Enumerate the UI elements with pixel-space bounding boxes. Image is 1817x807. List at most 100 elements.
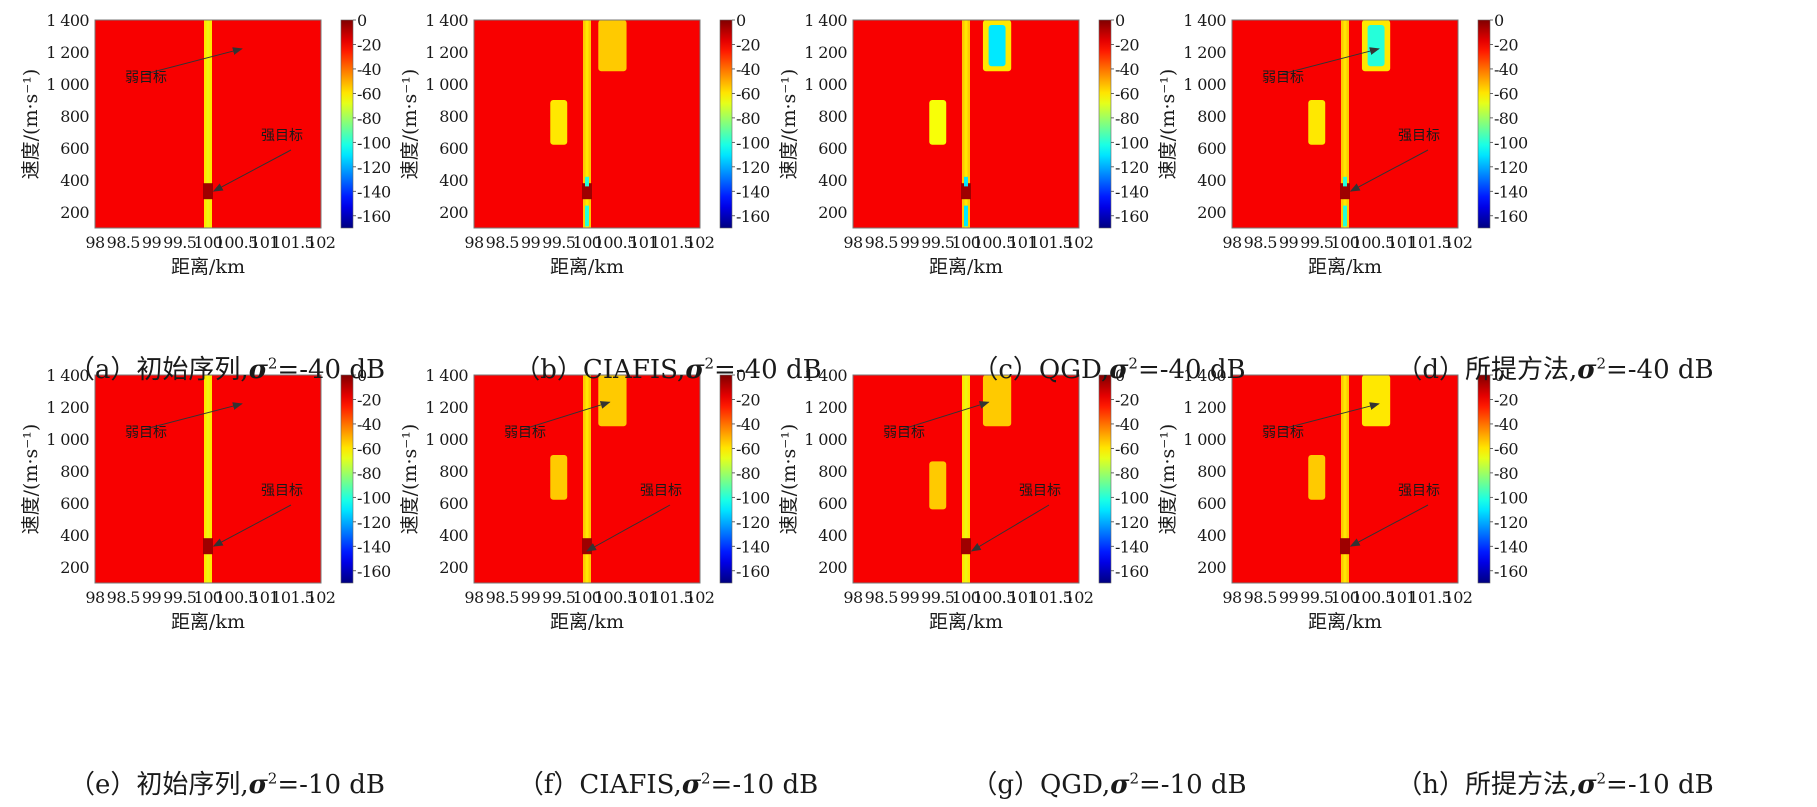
x-tick-label: 98.5 — [865, 233, 898, 252]
x-tick-label: 98.5 — [107, 588, 140, 607]
caption-h-suffix: =-10 dB — [1606, 770, 1714, 800]
x-tick-label: 102 — [1065, 588, 1094, 607]
y-axis-label: 速度/(m·s⁻¹) — [1157, 424, 1179, 535]
caption-b-sup: 2 — [704, 354, 715, 373]
caption-f-prefix: （f）CIAFIS, — [517, 770, 682, 800]
colorbar-tick-label: -20 — [1494, 390, 1518, 409]
x-tick-label: 100 — [573, 233, 602, 252]
x-tick-label: 100.5 — [594, 588, 637, 607]
colorbar-tick-label: -20 — [1115, 35, 1139, 54]
weak-target-label: 弱目标 — [125, 425, 167, 441]
strong-target-label: 强目标 — [1019, 483, 1061, 499]
y-tick-label: 1 400 — [804, 11, 847, 30]
weak-target-arrow — [1281, 402, 1380, 430]
clutter-ridge-notch — [203, 538, 213, 555]
caption-h-sigma: σ — [1577, 770, 1597, 800]
colorbar-tick-label: -40 — [736, 415, 760, 434]
colorbar — [1099, 20, 1111, 228]
colorbar-tick-label: -120 — [1115, 158, 1149, 177]
clutter-ridge-core — [1343, 20, 1347, 228]
plot-frame — [94, 374, 322, 584]
colorbar — [1099, 375, 1111, 583]
y-tick-label: 600 — [818, 494, 847, 513]
caption-e-sigma: σ — [248, 770, 268, 800]
caption-d-prefix: （d）所提方法, — [1396, 355, 1578, 385]
colorbar-tick-label: -60 — [736, 84, 760, 103]
y-tick-label: 1 200 — [1183, 398, 1226, 417]
y-tick-label: 600 — [818, 139, 847, 158]
caption-e-prefix: （e）初始序列, — [68, 770, 249, 800]
colorbar-tick-label: -160 — [1494, 207, 1528, 226]
x-tick-label: 99.5 — [163, 588, 196, 607]
x-tick-label: 99 — [521, 233, 541, 252]
colorbar-tick-label: 0 — [1494, 366, 1504, 385]
colorbar-tick-label: -100 — [357, 133, 391, 152]
caption-b-prefix: （b）CIAFIS, — [514, 355, 686, 385]
x-tick-label: 102 — [1444, 588, 1473, 607]
x-axis-label: 距离/km — [929, 611, 1003, 633]
x-axis-label: 距离/km — [1308, 256, 1382, 278]
x-tick-label: 98.5 — [865, 588, 898, 607]
x-tick-label: 102 — [686, 233, 715, 252]
colorbar-tick-label: -40 — [357, 60, 381, 79]
caption-f: （f）CIAFIS,σ2=-10 dB — [441, 764, 895, 801]
colorbar-tick-label: -60 — [357, 439, 381, 458]
colorbar-tick-label: -60 — [1115, 84, 1139, 103]
caption-d-suffix: =-40 dB — [1605, 355, 1714, 385]
y-tick-label: 800 — [818, 107, 847, 126]
clutter-ridge-deep-core — [585, 176, 589, 187]
colorbar-tick-label: -120 — [736, 158, 770, 177]
colorbar-tick-label: -120 — [736, 513, 770, 532]
colorbar-tick-label: -100 — [1494, 488, 1528, 507]
weak-target-label: 弱目标 — [1262, 425, 1304, 441]
colorbar-frame — [1098, 374, 1112, 584]
x-tick-label: 100.5 — [1352, 588, 1395, 607]
x-tick-label: 101.5 — [1029, 233, 1072, 252]
x-tick-label: 101 — [1387, 588, 1416, 607]
x-tick-label: 99.5 — [163, 233, 196, 252]
colorbar-tick-label: -160 — [357, 562, 391, 581]
x-tick-label: 100.5 — [1352, 233, 1395, 252]
colorbar-tick-label: -100 — [1494, 133, 1528, 152]
y-axis-label: 速度/(m·s⁻¹) — [399, 69, 421, 180]
plot-frame — [1231, 374, 1459, 584]
caption-e-sup: 2 — [267, 769, 278, 788]
x-tick-label: 100.5 — [215, 233, 258, 252]
colorbar-tick-label: -20 — [736, 35, 760, 54]
target-region — [1361, 375, 1391, 427]
y-tick-label: 600 — [1197, 494, 1226, 513]
y-tick-label: 1 200 — [425, 398, 468, 417]
x-tick-label: 99.5 — [542, 233, 575, 252]
caption-a: （a）初始序列,σ2=-40 dB — [0, 349, 454, 386]
x-tick-label: 98 — [1222, 233, 1242, 252]
colorbar-tick-label: -80 — [736, 109, 760, 128]
clutter-ridge-notch — [1340, 538, 1350, 555]
weak-target-label: 弱目标 — [883, 425, 925, 441]
strong-target-arrow — [1349, 149, 1429, 192]
colorbar-tick-label: -40 — [736, 60, 760, 79]
x-tick-label: 102 — [307, 233, 336, 252]
x-tick-label: 101.5 — [1029, 588, 1072, 607]
colorbar-tick-label: -80 — [1115, 464, 1139, 483]
caption-c: （c）QGD,σ2=-40 dB — [882, 349, 1336, 386]
y-tick-label: 1 200 — [804, 398, 847, 417]
y-tick-label: 200 — [439, 203, 468, 222]
y-tick-label: 1 000 — [46, 75, 89, 94]
y-tick-label: 1 200 — [46, 398, 89, 417]
colorbar-tick-label: -20 — [1494, 35, 1518, 54]
colorbar-frame — [1098, 19, 1112, 229]
weak-target-arrow — [144, 402, 243, 430]
clutter-ridge-deep-core — [1343, 205, 1347, 227]
x-tick-label: 99 — [142, 588, 162, 607]
y-tick-label: 200 — [439, 558, 468, 577]
y-axis-label: 速度/(m·s⁻¹) — [778, 424, 800, 535]
colorbar-frame — [340, 19, 354, 229]
x-tick-label: 101.5 — [650, 588, 693, 607]
y-tick-label: 1 000 — [425, 75, 468, 94]
clutter-ridge-core — [206, 375, 210, 583]
y-tick-label: 800 — [60, 462, 89, 481]
y-tick-label: 1 000 — [804, 430, 847, 449]
colorbar — [341, 20, 353, 228]
colorbar-tick-label: -140 — [736, 537, 770, 556]
